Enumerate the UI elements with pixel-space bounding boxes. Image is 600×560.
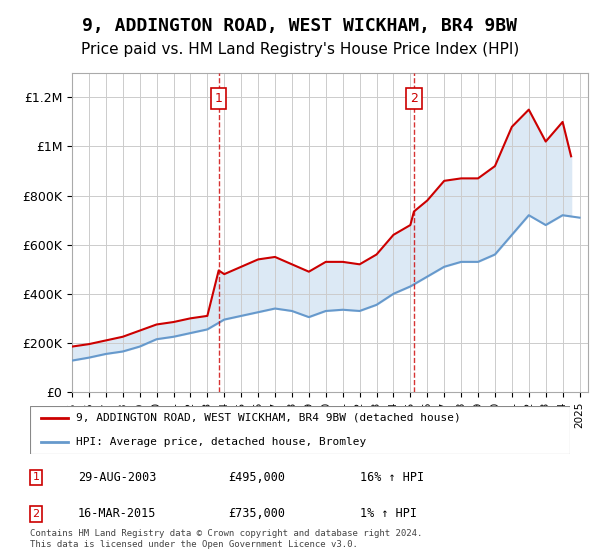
Text: Price paid vs. HM Land Registry's House Price Index (HPI): Price paid vs. HM Land Registry's House … — [81, 42, 519, 57]
Text: 9, ADDINGTON ROAD, WEST WICKHAM, BR4 9BW: 9, ADDINGTON ROAD, WEST WICKHAM, BR4 9BW — [83, 17, 517, 35]
Text: £735,000: £735,000 — [228, 507, 285, 520]
Text: HPI: Average price, detached house, Bromley: HPI: Average price, detached house, Brom… — [76, 437, 366, 447]
Text: £495,000: £495,000 — [228, 471, 285, 484]
Text: 16% ↑ HPI: 16% ↑ HPI — [360, 471, 424, 484]
Text: 2: 2 — [32, 509, 40, 519]
Text: 9, ADDINGTON ROAD, WEST WICKHAM, BR4 9BW (detached house): 9, ADDINGTON ROAD, WEST WICKHAM, BR4 9BW… — [76, 413, 461, 423]
Text: 1% ↑ HPI: 1% ↑ HPI — [360, 507, 417, 520]
Text: Contains HM Land Registry data © Crown copyright and database right 2024.
This d: Contains HM Land Registry data © Crown c… — [30, 529, 422, 549]
Text: 29-AUG-2003: 29-AUG-2003 — [78, 471, 157, 484]
Text: 2: 2 — [410, 92, 418, 105]
Text: 16-MAR-2015: 16-MAR-2015 — [78, 507, 157, 520]
Text: 1: 1 — [215, 92, 223, 105]
Text: 1: 1 — [32, 473, 40, 482]
FancyBboxPatch shape — [30, 406, 570, 454]
